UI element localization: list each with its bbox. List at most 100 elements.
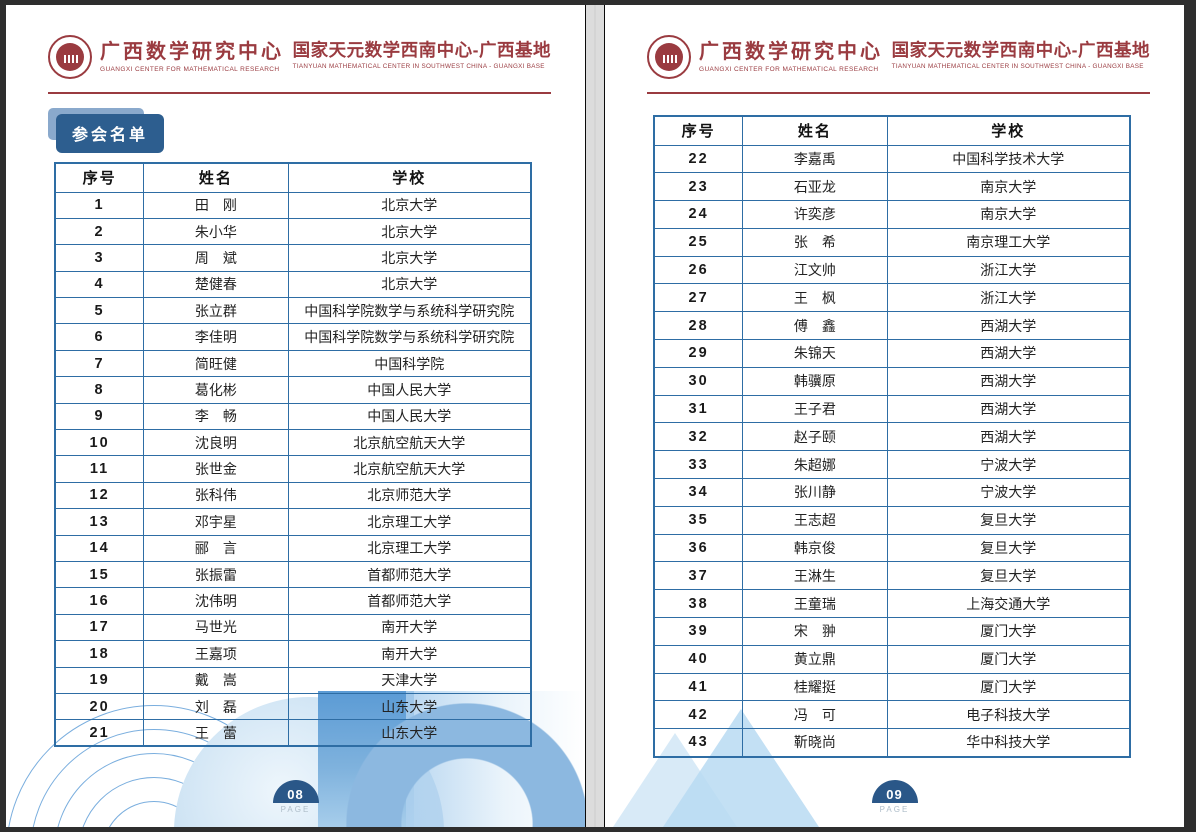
cell-school: 南开大学 [287,640,532,668]
cell-name: 王子君 [742,394,888,424]
cell-no: 25 [653,227,744,257]
cell-no: 31 [653,394,744,424]
cell-no: 36 [653,533,744,563]
cell-name: 傅 鑫 [742,311,888,341]
cell-no: 9 [54,402,145,431]
cell-no: 13 [54,508,145,536]
cell-no: 37 [653,561,744,591]
cell-no: 2 [54,217,145,246]
cell-name: 王童瑞 [742,589,888,619]
cell-name: 戴 嵩 [143,666,289,694]
cell-school: 厦门大学 [886,672,1131,702]
cell-name: 张世金 [143,455,289,483]
cell-no: 6 [54,323,145,351]
cell-school: 山东大学 [287,719,532,747]
table-row: 29 朱锦天 西湖大学 [653,339,1131,368]
cell-no: 10 [54,429,145,457]
table-row: 26 江文帅 浙江大学 [653,255,1131,285]
cell-school: 华中科技大学 [886,728,1131,758]
cell-no: 1 [54,191,145,219]
cell-no: 21 [54,719,145,747]
cell-no: 27 [653,283,744,313]
cell-no: 28 [653,311,744,341]
cell-school: 西湖大学 [886,339,1131,368]
table-row: 24 许奕彦 南京大学 [653,200,1131,229]
cell-name: 赵子颐 [742,422,888,452]
page-left: 广西数学研究中心 GUANGXI CENTER FOR MATHEMATICAL… [6,5,585,827]
cell-name: 张川静 [742,478,888,507]
cell-no: 24 [653,200,744,229]
cell-school: 中国人民大学 [287,402,532,431]
org-title-cn: 广西数学研究中心 [100,41,284,63]
cell-name: 王淋生 [742,561,888,591]
table-row: 6 李佳明 中国科学院数学与系统科学研究院 [54,323,532,351]
logo-seal-icon [48,35,92,79]
page-number-badge: 09 [871,780,918,803]
cell-name: 李嘉禹 [742,144,888,174]
cell-name: 李佳明 [143,323,289,351]
page-number-badge: 08 [272,780,319,803]
org-title: 广西数学研究中心 GUANGXI CENTER FOR MATHEMATICAL… [699,41,883,73]
cell-school: 复旦大学 [886,533,1131,563]
cell-no: 22 [653,144,744,174]
col-header-no: 序号 [54,162,145,193]
org-title: 广西数学研究中心 GUANGXI CENTER FOR MATHEMATICAL… [100,41,284,73]
cell-school: 中国科学院数学与系统科学研究院 [287,323,532,351]
table-row: 38 王童瑞 上海交通大学 [653,589,1131,619]
cell-school: 北京航空航天大学 [287,455,532,483]
cell-name: 邓宇星 [143,508,289,536]
header-divider [647,92,1150,94]
cell-name: 张 希 [742,227,888,257]
cell-name: 王 枫 [742,283,888,313]
cell-no: 39 [653,617,744,646]
cell-no: 12 [54,481,145,510]
cell-no: 26 [653,255,744,285]
cell-no: 3 [54,244,145,272]
cell-no: 29 [653,339,744,368]
section-title: 参会名单 [56,114,165,153]
cell-school: 中国科学院 [287,349,532,378]
page-gutter [585,5,605,827]
table-row: 34 张川静 宁波大学 [653,478,1131,507]
col-header-school: 学校 [287,162,532,193]
table-row: 21 王 蕾山东大学 [54,719,532,747]
cell-school: 北京大学 [287,191,532,219]
right-margin [1184,5,1190,832]
org-title-en: GUANGXI CENTER FOR MATHEMATICAL RESEARCH [699,66,879,73]
cell-no: 35 [653,505,744,535]
cell-no: 20 [54,692,145,721]
cell-school: 北京大学 [287,270,532,299]
cell-name: 王志超 [742,505,888,535]
table-row: 25 张 希南京理工大学 [653,227,1131,257]
center-title: 国家天元数学西南中心-广西基地 TIANYUAN MATHEMATICAL CE… [892,35,1150,70]
cell-no: 14 [54,534,145,562]
cell-school: 西湖大学 [886,422,1131,452]
cell-school: 浙江大学 [886,283,1131,313]
cell-no: 34 [653,478,744,507]
cell-name: 刘 磊 [143,692,289,721]
table-row: 17 马世光 南开大学 [54,613,532,642]
page-header: 广西数学研究中心 GUANGXI CENTER FOR MATHEMATICAL… [48,35,551,79]
table-row: 33 朱超娜 宁波大学 [653,450,1131,480]
col-header-no: 序号 [653,115,744,146]
participants-table: 序号 姓名 学校 22 李嘉禹 中国科学技术大学 23 石亚龙 南京大学 24 许奕彦 南京大学… [653,115,1131,758]
cell-no: 42 [653,700,744,730]
cell-school: 中国科学技术大学 [886,144,1131,174]
cell-name: 张立群 [143,297,289,325]
cell-school: 北京理工大学 [287,508,532,536]
cell-name: 桂耀挺 [742,672,888,702]
cell-name: 李 畅 [143,402,289,431]
cell-school: 中国科学院数学与系统科学研究院 [287,297,532,325]
cell-name: 朱超娜 [742,450,888,480]
cell-school: 西湖大学 [886,366,1131,396]
table-row: 2 朱小华 北京大学 [54,217,532,246]
cell-name: 王嘉项 [143,640,289,668]
org-block: 广西数学研究中心 GUANGXI CENTER FOR MATHEMATICAL… [647,35,883,79]
cell-no: 38 [653,589,744,619]
cell-school: 西湖大学 [886,394,1131,424]
center-title-cn: 国家天元数学西南中心-广西基地 [891,40,1150,60]
table-row: 16 沈伟明 首都师范大学 [54,587,532,615]
center-title-en: TIANYUAN MATHEMATICAL CENTER IN SOUTHWES… [292,63,545,71]
